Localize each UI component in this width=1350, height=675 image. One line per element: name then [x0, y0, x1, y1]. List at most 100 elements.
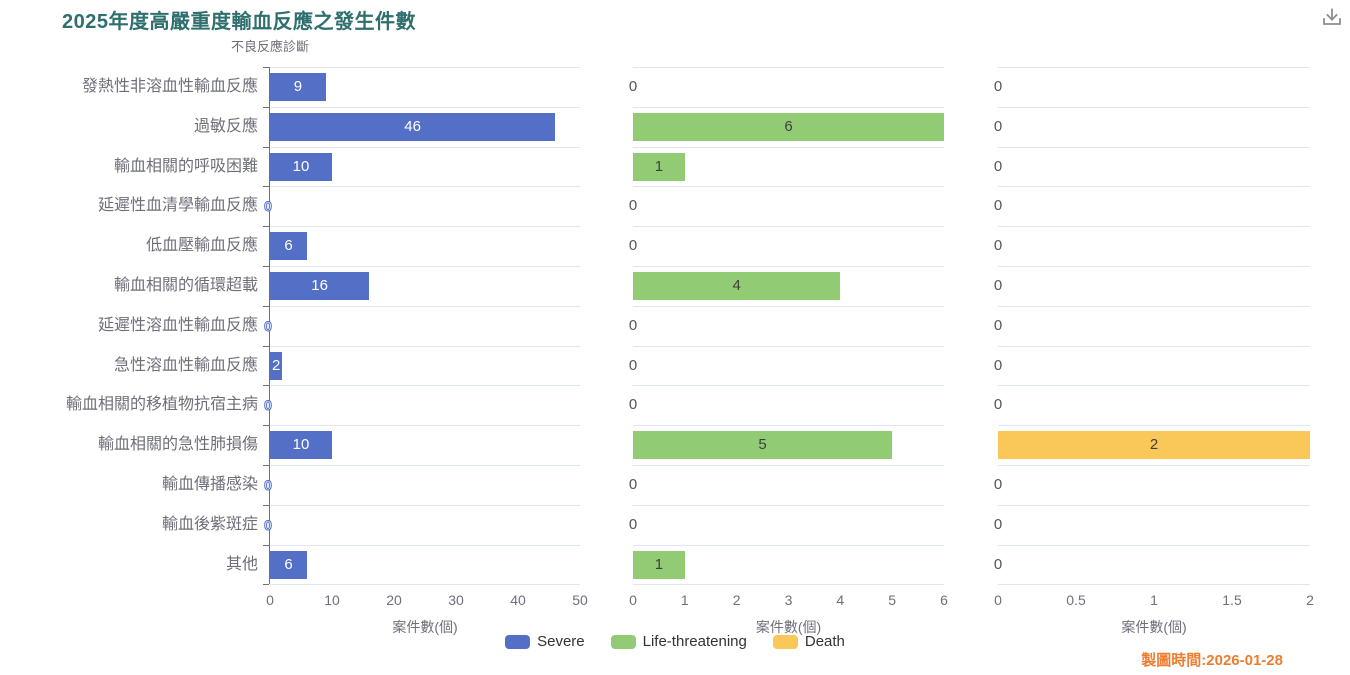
zero-value-label: 0 — [628, 78, 638, 95]
chart-panel-life-threatening: 0 6 1 0 0 4 0 0 0 5 0 0 1 0 1 2 3 4 5 6 案件數(個) — [629, 67, 948, 635]
zero-value-label: 0 — [264, 198, 273, 215]
bar-value-label: 10 — [292, 157, 310, 175]
bar-life-threatening-1[interactable] — [633, 112, 944, 141]
bar-life-threatening-2[interactable] — [633, 152, 685, 181]
row-divider — [270, 504, 580, 506]
x-tick-label: 3 — [784, 592, 793, 609]
row-divider — [270, 385, 580, 387]
bar-severe-12[interactable] — [270, 550, 308, 579]
x-tick-label: 0 — [994, 592, 1002, 609]
category-axis-tick — [263, 504, 269, 506]
category-axis-tick — [263, 425, 269, 427]
category-label: 輸血傳播感染 — [161, 476, 258, 493]
x-tick-label: 5 — [888, 592, 897, 609]
category-axis-title: 不良反應診斷 — [230, 39, 310, 54]
zero-value-label: 0 — [628, 396, 638, 414]
legend-item-severe[interactable]: Severe — [505, 633, 585, 650]
row-divider — [270, 305, 580, 307]
category-label: 低血壓輸血反應 — [145, 237, 258, 255]
zero-value-label: 0 — [628, 476, 638, 493]
row-divider — [270, 67, 580, 68]
row-divider — [270, 186, 580, 188]
generated-timestamp: 製圖時間:2026-01-28 — [1141, 652, 1283, 669]
bar-value-label: 10 — [292, 436, 310, 454]
row-divider — [633, 465, 944, 466]
row-divider — [633, 226, 944, 228]
chart-legend: Severe Life-threatening Death — [0, 633, 1350, 650]
bar-life-threatening-12[interactable] — [633, 550, 685, 579]
legend-label: Life-threatening — [642, 633, 747, 650]
zero-value-label: 0 — [993, 396, 1003, 414]
chart-panel-death: 0 0 0 0 0 0 0 0 0 2 0 0 0 0 0.5 1 1.5 2 案件數(個) — [994, 67, 1314, 635]
row-divider — [633, 186, 944, 188]
x-tick-label: 1 — [680, 592, 689, 609]
bar-severe-1[interactable] — [270, 112, 556, 141]
bar-life-threatening-5[interactable] — [633, 271, 841, 300]
x-tick-label: 40 — [510, 592, 526, 609]
zero-value-label: 0 — [993, 117, 1003, 135]
row-divider — [270, 226, 580, 228]
legend-item-death[interactable]: Death — [772, 633, 845, 650]
row-divider — [998, 345, 1310, 347]
x-axis-name: 案件數(個) — [755, 619, 822, 636]
zero-value-label: 0 — [628, 356, 638, 374]
zero-value-label: 0 — [993, 316, 1003, 334]
zero-value-label: 0 — [993, 476, 1003, 493]
row-divider — [998, 106, 1310, 108]
row-divider — [633, 425, 944, 427]
bar-value-label: 6 — [284, 555, 293, 573]
bar-severe-2[interactable] — [270, 152, 332, 181]
bar-value-label: 1 — [654, 157, 664, 175]
row-divider — [633, 504, 944, 506]
bar-value-label: 46 — [404, 117, 421, 135]
bar-value-label: 2 — [1149, 436, 1159, 454]
x-tick-label: 2 — [732, 592, 741, 609]
x-axis-name: 案件數(個) — [1121, 619, 1187, 636]
row-divider — [270, 584, 580, 586]
zero-value-label: 0 — [264, 516, 273, 533]
legend-item-life-threatening[interactable]: Life-threatening — [610, 633, 747, 650]
row-divider — [633, 67, 944, 68]
bar-death-9[interactable] — [998, 431, 1310, 460]
row-divider — [633, 345, 944, 347]
row-divider — [998, 584, 1310, 586]
bar-severe-7[interactable] — [270, 351, 283, 380]
bar-severe-9[interactable] — [270, 431, 332, 460]
zero-value-label: 0 — [628, 197, 638, 215]
bar-life-threatening-9[interactable] — [633, 431, 893, 460]
row-divider — [270, 106, 580, 108]
row-divider — [633, 146, 944, 148]
bar-severe-4[interactable] — [270, 232, 308, 261]
zero-value-label: 0 — [993, 277, 1003, 294]
category-axis-tick — [263, 226, 269, 228]
download-icon[interactable] — [1320, 6, 1344, 30]
row-divider — [270, 345, 580, 347]
bar-value-label: 16 — [311, 276, 328, 294]
category-axis-tick — [263, 146, 269, 148]
category-label: 輸血相關的急性肺損傷 — [97, 436, 258, 454]
zero-value-label: 0 — [993, 515, 1003, 533]
category-label: 過敏反應 — [193, 117, 258, 135]
zero-value-label: 0 — [993, 555, 1003, 573]
category-label: 輸血相關的呼吸困難 — [113, 157, 258, 175]
row-divider — [270, 465, 580, 466]
x-tick-label: 50 — [572, 592, 588, 609]
bar-value-label: 2 — [272, 356, 281, 374]
row-divider — [633, 385, 944, 387]
row-divider — [270, 544, 580, 546]
category-axis-tick — [263, 584, 269, 586]
x-tick-label: 10 — [324, 592, 340, 609]
x-tick-label: 1 — [1150, 592, 1158, 609]
row-divider — [998, 305, 1310, 307]
bar-severe-5[interactable] — [270, 271, 370, 300]
x-tick-label: 20 — [386, 592, 402, 609]
zero-value-label: 0 — [628, 515, 638, 533]
row-divider — [998, 504, 1310, 506]
bar-severe-0[interactable] — [270, 72, 326, 101]
row-divider — [998, 146, 1310, 148]
category-axis-line — [269, 67, 270, 585]
x-tick-label: 0 — [266, 592, 274, 609]
zero-value-label: 0 — [264, 476, 273, 493]
legend-label: Death — [804, 633, 845, 650]
